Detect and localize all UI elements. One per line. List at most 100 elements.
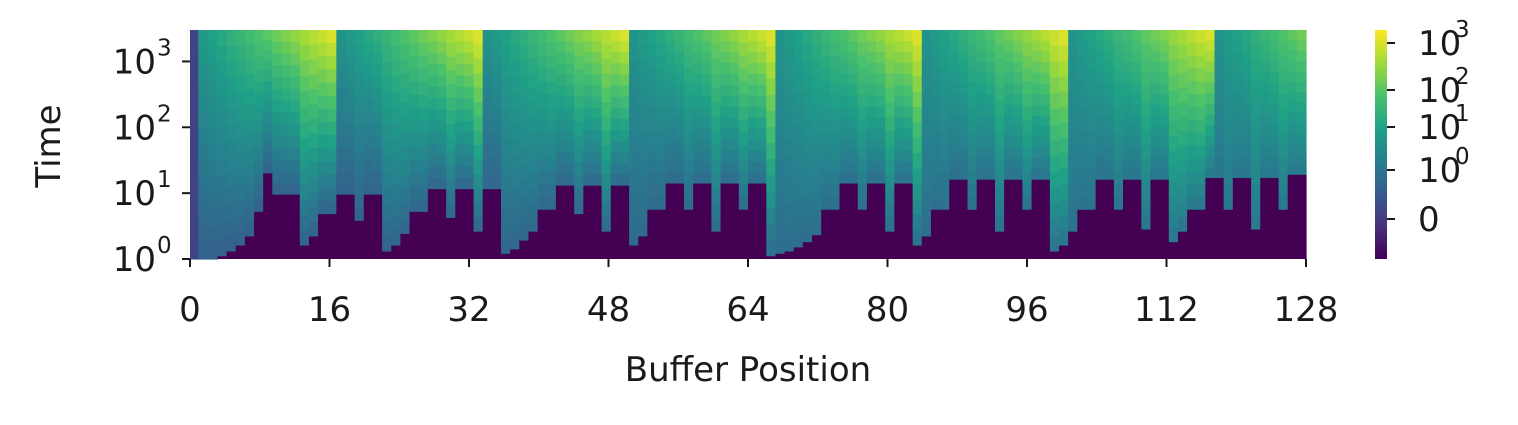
heatmap-cell <box>336 88 347 102</box>
heatmap-cell <box>491 52 502 65</box>
heatmap-cell <box>436 109 447 122</box>
heatmap-cell <box>446 150 456 165</box>
heatmap-baseline-cell <box>912 245 923 259</box>
heatmap-cell <box>912 183 923 200</box>
heatmap-cell <box>619 85 630 98</box>
heatmap-cell <box>702 95 713 108</box>
heatmap-cell <box>1113 196 1124 211</box>
heatmap-cell <box>318 187 328 202</box>
heatmap-baseline-cell <box>308 236 319 259</box>
heatmap-cell <box>784 219 795 237</box>
heatmap-cell <box>272 100 283 113</box>
heatmap-cell <box>299 106 310 123</box>
heatmap-cell <box>1205 72 1216 84</box>
heatmap-cell <box>958 115 969 127</box>
heatmap-cell <box>1132 126 1142 138</box>
heatmap-cell <box>244 177 255 193</box>
heatmap-cell <box>1059 106 1069 123</box>
heatmap-cell <box>464 52 475 65</box>
heatmap-cell <box>885 130 895 146</box>
heatmap-cell <box>254 81 264 96</box>
heatmap-cell <box>812 220 822 236</box>
heatmap-baseline-cell <box>894 183 905 259</box>
heatmap-cell <box>290 182 301 196</box>
heatmap-cell <box>510 124 520 141</box>
heatmap-cell <box>647 145 658 159</box>
heatmap-cell <box>1251 215 1261 231</box>
heatmap-cell <box>1232 61 1243 73</box>
heatmap-cell <box>382 204 392 221</box>
heatmap-cell <box>400 30 411 46</box>
heatmap-cell <box>610 63 621 76</box>
heatmap-cell <box>793 185 804 202</box>
heatmap-cell <box>546 42 557 57</box>
heatmap-cell <box>1214 114 1225 126</box>
heatmap-cell <box>565 30 575 42</box>
heatmap-baseline-cell <box>372 194 383 259</box>
heatmap-cell <box>354 139 365 154</box>
heatmap-cell <box>830 132 841 147</box>
heatmap-cell <box>729 51 740 64</box>
heatmap-cell <box>1059 30 1069 46</box>
heatmap-cell <box>583 107 594 120</box>
heatmap-cell <box>748 62 758 75</box>
heatmap-cell <box>510 233 520 250</box>
heatmap-cell <box>290 124 301 137</box>
heatmap-cell <box>473 202 484 218</box>
heatmap-cell <box>1013 136 1024 149</box>
colorbar-tick-label: 10 <box>1418 24 1461 64</box>
heatmap-baseline-cell <box>656 209 667 259</box>
heatmap-cell <box>711 145 722 161</box>
heatmap-cell <box>363 77 374 90</box>
heatmap-cell <box>327 43 337 57</box>
heatmap-cell <box>1004 30 1014 42</box>
heatmap-cell <box>1123 72 1133 85</box>
heatmap-cell <box>930 132 941 147</box>
heatmap-cell <box>363 124 374 137</box>
heatmap-cell <box>1113 81 1124 95</box>
heatmap-cell <box>1040 62 1051 74</box>
heatmap-cell <box>537 81 548 95</box>
heatmap-cell <box>372 182 383 196</box>
heatmap-cell <box>299 199 310 216</box>
heatmap-cell <box>363 30 374 43</box>
heatmap-cell <box>537 171 548 185</box>
heatmap-cell <box>1068 116 1078 132</box>
heatmap-cell <box>1022 68 1033 82</box>
heatmap-cell <box>1278 132 1289 147</box>
heatmap-cell <box>711 188 722 204</box>
heatmap-cell <box>1059 230 1069 247</box>
heatmap-cell <box>473 30 484 46</box>
heatmap-cell <box>1095 94 1106 106</box>
heatmap-cell <box>1113 119 1124 134</box>
heatmap-cell <box>1168 181 1179 198</box>
heatmap-cell <box>1022 55 1033 70</box>
heatmap-cell <box>1141 72 1152 88</box>
heatmap-baseline-cell <box>272 194 283 259</box>
heatmap-cell <box>866 30 877 42</box>
heatmap-cell <box>391 60 401 77</box>
heatmap-cell <box>519 45 530 61</box>
heatmap-cell <box>464 143 475 156</box>
heatmap-cell <box>436 177 447 190</box>
heatmap-cell <box>446 110 456 125</box>
heatmap-cell <box>1150 136 1161 149</box>
heatmap-cell <box>1123 169 1133 181</box>
heatmap-cells <box>190 30 1307 260</box>
heatmap-cell <box>1086 30 1097 44</box>
heatmap-cell <box>464 98 475 111</box>
heatmap-cell <box>976 62 987 74</box>
heatmap-cell <box>418 30 429 44</box>
heatmap-cell <box>839 73 850 86</box>
heatmap-cell <box>738 158 749 172</box>
heatmap-cell <box>290 135 301 149</box>
heatmap-cell <box>885 30 895 46</box>
heatmap-cell <box>446 70 456 85</box>
heatmap-cell <box>1287 92 1298 103</box>
heatmap-baseline-cell <box>263 173 273 259</box>
heatmap-cell <box>738 68 749 82</box>
heatmap-cell <box>473 188 484 204</box>
heatmap-cell <box>1287 50 1298 62</box>
heatmap-cell <box>766 78 777 96</box>
heatmap-cell <box>638 118 648 134</box>
